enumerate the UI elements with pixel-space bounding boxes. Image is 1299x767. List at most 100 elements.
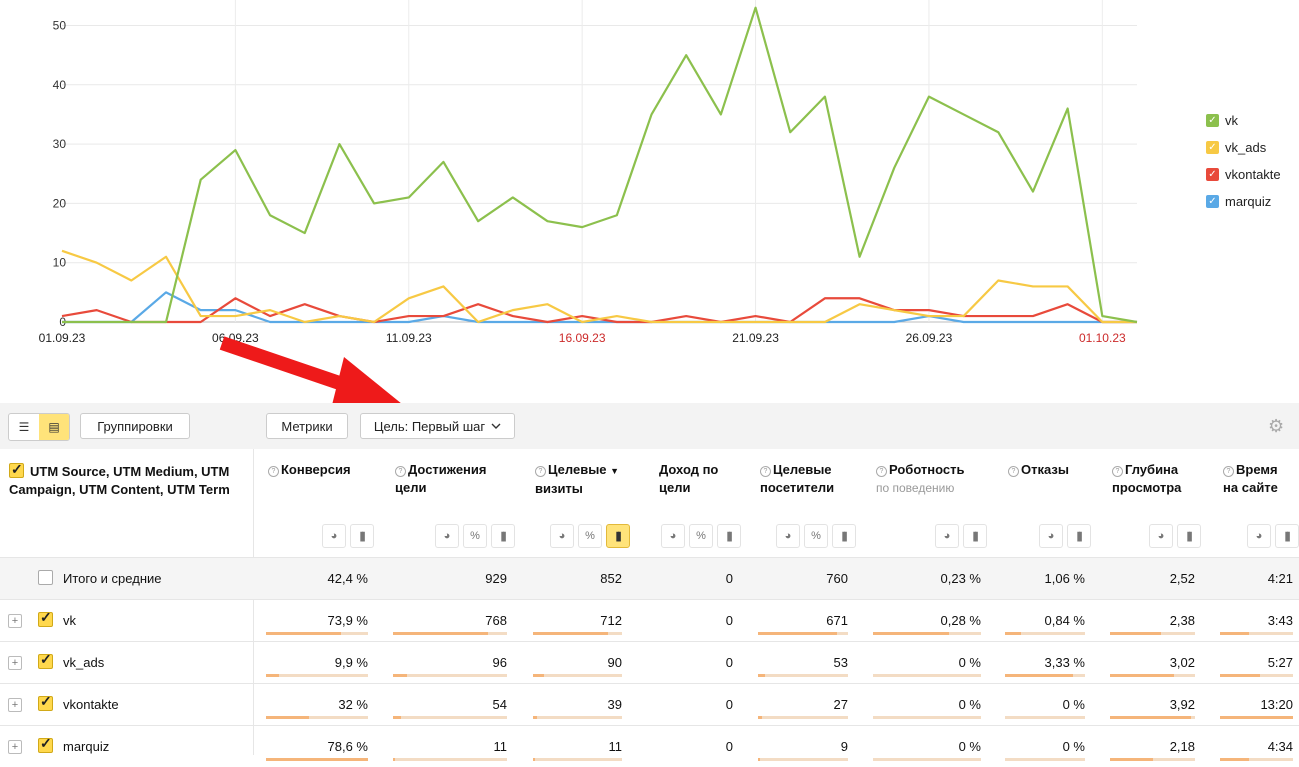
legend-checkbox-icon[interactable]: ✓ xyxy=(1206,195,1219,208)
bar-chart-icon[interactable]: ▐▌ xyxy=(1177,524,1201,548)
column-header-title-2: визиты xyxy=(535,481,583,496)
bar-chart-icon[interactable]: ▐▌ xyxy=(491,524,515,548)
expand-icon[interactable]: + xyxy=(8,698,22,712)
cell-bar-fill xyxy=(758,632,837,635)
bar-chart-icon[interactable]: ▐▌ xyxy=(1275,524,1299,548)
column-header[interactable]: ? Целевые посетители xyxy=(760,461,834,497)
percent-icon[interactable]: % xyxy=(804,524,828,548)
expand-icon[interactable]: + xyxy=(8,656,22,670)
total-row[interactable]: Итого и средние 42,4 % 929 852 0 760 0,23 % 1,0… xyxy=(0,557,1299,599)
cell-bar xyxy=(266,674,368,677)
cell-value: 53 xyxy=(833,655,848,670)
bar-chart-icon[interactable]: ▐▌ xyxy=(717,524,741,548)
metrics-button[interactable]: Метрики xyxy=(266,413,348,439)
row-checkbox[interactable] xyxy=(38,570,53,585)
cell-bar-fill xyxy=(873,632,949,635)
table-header: UTM Source, UTM Medium, UTM Campaign, UT… xyxy=(0,449,1299,557)
help-icon[interactable]: ? xyxy=(760,466,771,477)
legend-item-vk_ads[interactable]: ✓ vk_ads xyxy=(1206,134,1281,161)
gear-icon[interactable]: ⚙ xyxy=(1268,416,1285,436)
sort-desc-icon[interactable]: ▼ xyxy=(610,466,620,476)
legend-checkbox-icon[interactable]: ✓ xyxy=(1206,114,1219,127)
column-header[interactable]: ? Конверсия xyxy=(268,461,351,479)
column-header-title: Конверсия xyxy=(281,462,351,477)
cell-bar xyxy=(533,716,622,719)
goal-select[interactable]: Цель: Первый шаг xyxy=(360,413,515,439)
bar-chart-icon[interactable]: ▐▌ xyxy=(963,524,987,548)
cell-value: 0 % xyxy=(958,697,981,712)
help-icon[interactable]: ? xyxy=(535,466,546,477)
help-icon[interactable]: ? xyxy=(1112,466,1123,477)
legend-checkbox-icon[interactable]: ✓ xyxy=(1206,168,1219,181)
legend-checkbox-icon[interactable]: ✓ xyxy=(1206,141,1219,154)
row-checkbox[interactable] xyxy=(38,693,53,711)
help-icon[interactable]: ? xyxy=(268,466,279,477)
legend-label: vk xyxy=(1225,113,1238,128)
bar-chart-icon[interactable]: ▐▌ xyxy=(832,524,856,548)
expand-icon[interactable]: + xyxy=(8,614,22,628)
cell-value: 3,33 % xyxy=(1044,655,1085,670)
pie-chart-icon[interactable]: ◕ xyxy=(550,524,574,548)
cell-bar-fill xyxy=(1220,632,1249,635)
expand-icon[interactable]: + xyxy=(8,740,22,754)
percent-icon[interactable]: % xyxy=(689,524,713,548)
pie-chart-icon[interactable]: ◕ xyxy=(776,524,800,548)
help-icon[interactable]: ? xyxy=(395,466,406,477)
help-icon[interactable]: ? xyxy=(876,466,887,477)
column-header[interactable]: ? Роботность по поведению xyxy=(876,461,965,497)
cell-bar xyxy=(393,674,507,677)
column-view-icons: ◕% ▐▌ xyxy=(776,524,856,548)
column-header[interactable]: ? Отказы xyxy=(1008,461,1069,479)
cell-value: 9 xyxy=(840,739,848,754)
table-row[interactable]: + vkontakte 32 % 54 39 0 27 0 % 0 % 3,92 13:20 xyxy=(0,683,1299,725)
percent-icon[interactable]: % xyxy=(463,524,487,548)
pie-chart-icon[interactable]: ◕ xyxy=(1247,524,1271,548)
row-checkbox[interactable] xyxy=(38,609,53,627)
row-checkbox[interactable] xyxy=(38,651,53,669)
column-header-title: Доход по xyxy=(659,462,719,477)
pie-chart-icon[interactable]: ◕ xyxy=(661,524,685,548)
cell-bar-fill xyxy=(1110,632,1161,635)
table-row[interactable]: + marquiz 78,6 % 11 11 0 9 0 % 0 % 2,18 4:34 xyxy=(0,725,1299,767)
groupings-button[interactable]: Группировки xyxy=(80,413,190,439)
pie-chart-icon[interactable]: ◕ xyxy=(1149,524,1173,548)
cell-value: 96 xyxy=(492,655,507,670)
list-view-icon[interactable]: ☰ xyxy=(18,420,30,434)
cell-bar xyxy=(1220,632,1293,635)
column-view-icons: ◕ ▐▌ xyxy=(1149,524,1201,548)
bar-chart-icon[interactable]: ▐▌ xyxy=(1067,524,1091,548)
chart-legend: ✓ vk ✓ vk_ads ✓ vkontakte ✓ marquiz xyxy=(1206,107,1281,215)
pie-chart-icon[interactable]: ◕ xyxy=(322,524,346,548)
table-row[interactable]: + vk 73,9 % 768 712 0 671 0,28 % 0,84 % 2,38 3:43 xyxy=(0,599,1299,641)
dimension-checkbox[interactable] xyxy=(9,460,24,478)
column-header[interactable]: ? Глубина просмотра xyxy=(1112,461,1181,497)
column-header[interactable]: ? Время на сайте xyxy=(1223,461,1278,497)
column-header[interactable]: ? Целевые ▼ визиты xyxy=(535,461,619,498)
legend-item-vk[interactable]: ✓ vk xyxy=(1206,107,1281,134)
percent-icon[interactable]: % xyxy=(578,524,602,548)
cell-bar-fill xyxy=(266,758,368,761)
pie-chart-icon[interactable]: ◕ xyxy=(435,524,459,548)
legend-item-vkontakte[interactable]: ✓ vkontakte xyxy=(1206,161,1281,188)
cell-value: 2,18 xyxy=(1169,739,1195,754)
legend-item-marquiz[interactable]: ✓ marquiz xyxy=(1206,188,1281,215)
row-checkbox[interactable] xyxy=(38,735,53,753)
cell-bar xyxy=(758,758,848,761)
bar-chart-icon[interactable]: ▐▌ xyxy=(350,524,374,548)
column-header[interactable]: Доход по цели xyxy=(659,461,718,497)
tree-view-icon[interactable]: ▤ xyxy=(39,414,69,440)
column-header[interactable]: ? Достижения цели xyxy=(395,461,486,497)
cell-value: 42,4 % xyxy=(327,571,368,586)
cell-bar-fill xyxy=(1220,758,1249,761)
pie-chart-icon[interactable]: ◕ xyxy=(1039,524,1063,548)
cell-value: 2,52 xyxy=(1169,571,1195,586)
cell-bar xyxy=(266,632,368,635)
cell-value: 39 xyxy=(607,697,622,712)
cell-value: 27 xyxy=(833,697,848,712)
help-icon[interactable]: ? xyxy=(1223,466,1234,477)
pie-chart-icon[interactable]: ◕ xyxy=(935,524,959,548)
table-row[interactable]: + vk_ads 9,9 % 96 90 0 53 0 % 3,33 % 3,02 5:27 xyxy=(0,641,1299,683)
help-icon[interactable]: ? xyxy=(1008,466,1019,477)
bar-chart-icon[interactable]: ▐▌ xyxy=(606,524,630,548)
cell-bar xyxy=(266,758,368,761)
